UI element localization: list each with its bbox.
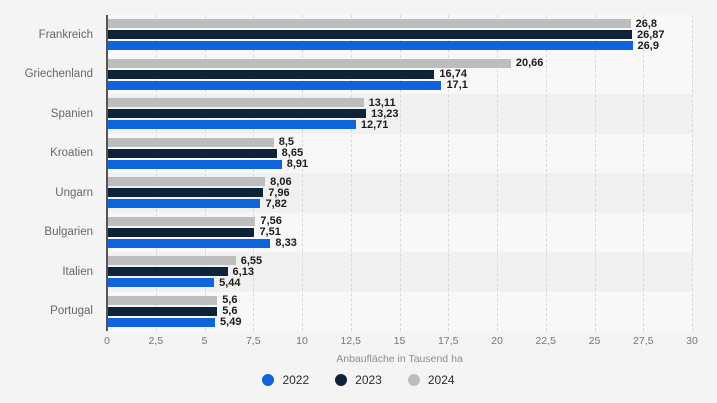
bar-spanien-2023[interactable] bbox=[108, 109, 366, 119]
gridline bbox=[692, 15, 693, 331]
y-axis-line bbox=[106, 15, 108, 331]
value-label: 17,1 bbox=[446, 79, 468, 92]
value-label: 26,8 bbox=[635, 17, 658, 30]
gridline bbox=[643, 15, 645, 331]
value-label: 5,44 bbox=[219, 276, 241, 289]
legend: 2022 2023 2024 bbox=[0, 369, 717, 391]
value-label: 8,06 bbox=[270, 175, 292, 188]
bar-ungarn-2022[interactable] bbox=[108, 199, 261, 209]
legend-label: 2024 bbox=[427, 373, 455, 387]
x-tick-label: 0 bbox=[104, 335, 110, 347]
bar-bulgarien-2024[interactable] bbox=[108, 216, 256, 226]
x-tick-label: 20 bbox=[491, 335, 503, 347]
bar-kroatien-2024[interactable] bbox=[108, 137, 274, 147]
value-label: 6,55 bbox=[240, 254, 263, 267]
bar-spanien-2022[interactable] bbox=[108, 120, 356, 130]
legend-dot-icon bbox=[335, 374, 348, 386]
category-label-spanien: Spanien bbox=[50, 107, 93, 120]
x-tick-label: 17,5 bbox=[438, 335, 459, 347]
category-axis: Frankreich Griechenland Spanien Kroatien Ung… bbox=[0, 15, 100, 331]
category-label-portugal: Portugal bbox=[50, 305, 93, 318]
value-label: 5,6 bbox=[222, 294, 238, 307]
legend-item-2022[interactable]: 2022 bbox=[262, 373, 309, 387]
x-tick-label: 10 bbox=[296, 335, 308, 347]
bar-portugal-2024[interactable] bbox=[108, 295, 218, 305]
value-label: 8,91 bbox=[286, 158, 309, 171]
gridline bbox=[204, 15, 206, 331]
x-tick-label: 2,5 bbox=[148, 335, 164, 347]
value-label: 5,49 bbox=[220, 316, 242, 329]
bar-kroatien-2023[interactable] bbox=[108, 148, 277, 158]
value-label: 13,23 bbox=[370, 107, 399, 120]
bar-italien-2022[interactable] bbox=[108, 278, 215, 288]
gridline bbox=[350, 15, 352, 331]
value-label: 6,13 bbox=[232, 265, 254, 278]
value-label: 7,96 bbox=[268, 186, 290, 199]
gridline bbox=[253, 15, 255, 331]
value-label: 8,65 bbox=[281, 147, 304, 160]
value-axis: 0 2,5 5 7,5 10 12,5 15 17,5 20 22,5 25 27,5 30 bbox=[104, 335, 698, 349]
gridline bbox=[545, 15, 547, 331]
bar-bulgarien-2023[interactable] bbox=[108, 227, 255, 237]
value-label: 12,71 bbox=[360, 118, 389, 131]
x-tick-label: 30 bbox=[686, 335, 698, 347]
value-label: 13,11 bbox=[368, 96, 396, 109]
value-label: 8,33 bbox=[275, 237, 297, 250]
plot-area: 26,8 26,87 26,9 20,66 16,74 17,1 13,11 13,23 12,… bbox=[106, 15, 693, 331]
category-label-frankreich: Frankreich bbox=[38, 28, 93, 41]
x-tick-label: 27,5 bbox=[633, 335, 654, 347]
category-label-griechenland: Griechenland bbox=[24, 68, 93, 81]
gridline bbox=[155, 15, 157, 331]
legend-label: 2023 bbox=[355, 373, 382, 387]
bar-ungarn-2023[interactable] bbox=[108, 188, 264, 198]
category-label-bulgarien: Bulgarien bbox=[44, 226, 93, 239]
bar-portugal-2022[interactable] bbox=[108, 317, 216, 327]
gridline bbox=[594, 15, 596, 331]
value-label: 20,66 bbox=[515, 57, 544, 70]
x-tick-label: 7,5 bbox=[245, 335, 261, 347]
value-label: 8,5 bbox=[278, 136, 295, 149]
legend-item-2023[interactable]: 2023 bbox=[335, 373, 382, 387]
bar-italien-2023[interactable] bbox=[108, 267, 228, 277]
category-label-italien: Italien bbox=[62, 265, 93, 278]
bar-griechenland-2023[interactable] bbox=[108, 69, 435, 79]
category-label-kroatien: Kroatien bbox=[50, 147, 93, 160]
x-tick-label: 25 bbox=[588, 335, 601, 347]
value-label: 7,82 bbox=[265, 197, 287, 210]
legend-item-2024[interactable]: 2024 bbox=[407, 373, 455, 387]
bar-frankreich-2024[interactable] bbox=[108, 19, 631, 29]
bar-spanien-2024[interactable] bbox=[108, 98, 364, 108]
x-tick-label: 12,5 bbox=[340, 335, 361, 347]
gridline bbox=[497, 15, 498, 331]
value-label: 5,6 bbox=[222, 305, 238, 318]
category-label-ungarn: Ungarn bbox=[55, 186, 93, 199]
bar-frankreich-2023[interactable] bbox=[108, 30, 632, 40]
x-tick-label: 15 bbox=[393, 335, 406, 347]
value-label: 26,87 bbox=[636, 28, 665, 41]
x-axis-title: Anbaufläche in Tausend ha bbox=[336, 353, 463, 365]
gridline bbox=[302, 15, 303, 331]
legend-label: 2022 bbox=[282, 373, 310, 387]
value-label: 7,56 bbox=[260, 215, 282, 228]
x-tick-label: 22,5 bbox=[535, 335, 556, 347]
legend-dot-icon bbox=[262, 374, 275, 386]
bar-griechenland-2024[interactable] bbox=[108, 58, 511, 68]
gridline bbox=[399, 15, 401, 331]
value-label: 26,9 bbox=[637, 39, 659, 52]
bar-ungarn-2024[interactable] bbox=[108, 177, 266, 187]
gridline bbox=[448, 15, 450, 331]
bar-portugal-2023[interactable] bbox=[108, 306, 218, 316]
legend-dot-icon bbox=[407, 374, 420, 386]
value-label: 16,74 bbox=[439, 68, 467, 81]
bar-kroatien-2022[interactable] bbox=[108, 159, 282, 169]
value-label: 7,51 bbox=[259, 226, 281, 239]
x-tick-label: 5 bbox=[201, 335, 208, 347]
bar-bulgarien-2022[interactable] bbox=[108, 238, 271, 248]
bar-frankreich-2022[interactable] bbox=[108, 41, 633, 51]
bar-griechenland-2022[interactable] bbox=[108, 80, 442, 90]
bar-italien-2024[interactable] bbox=[108, 256, 236, 266]
